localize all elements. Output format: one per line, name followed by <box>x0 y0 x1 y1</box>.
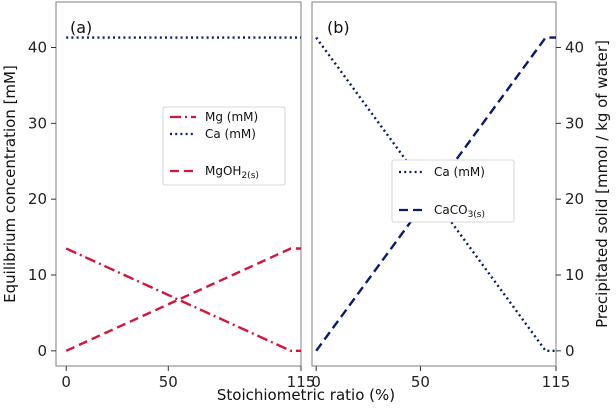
legend-b-box <box>391 159 515 223</box>
legend-b-text-caco: CaCO3(s) <box>434 203 485 220</box>
panel-a-frame <box>55 1 302 367</box>
ytick-label-right-3: 30 <box>565 114 584 132</box>
ytick-label-left-2: 20 <box>28 190 47 208</box>
panel-a-label: (a) <box>70 18 92 37</box>
legend-a-text-mgoh-sub: 2(s) <box>241 171 258 181</box>
ytick-label-right-1: 10 <box>565 266 584 284</box>
panel-b-frame <box>311 1 557 367</box>
xtick-label-b-1: 50 <box>411 373 430 391</box>
xtick-label-a-2: 115 <box>287 373 316 391</box>
y-axis-title-left: Equilibrium concentration [mM] <box>1 65 19 303</box>
x-axis-title: Stoichiometric ratio (%) <box>217 386 395 404</box>
panel-b-label: (b) <box>327 18 350 37</box>
ytick-label-left-0: 0 <box>37 342 47 360</box>
legend-a-text-mg: Mg (mM) <box>205 110 258 124</box>
series-line-b-1 <box>315 36 556 352</box>
y-axis-title-right: Precipitated solid [mmol / kg of water] <box>593 40 611 328</box>
panel-a-series <box>65 36 301 352</box>
ytick-label-right-0: 0 <box>565 342 575 360</box>
xtick-label-a-0: 0 <box>61 373 71 391</box>
legend-a-text-mgoh-main: MgOH <box>205 164 241 178</box>
series-line-a-0 <box>65 247 301 352</box>
panel-b-series <box>315 36 556 352</box>
ytick-label-left-1: 10 <box>28 266 47 284</box>
legend-a-box <box>162 106 286 186</box>
legend-b-text-caco-sub: 3(s) <box>468 210 485 220</box>
ytick-label-left-3: 30 <box>28 114 47 132</box>
panel-a-legend: Mg (mM) Ca (mM) MgOH2(s) <box>162 106 286 186</box>
panel-b-legend: Ca (mM) CaCO3(s) <box>391 159 515 223</box>
ytick-label-right-2: 20 <box>565 190 584 208</box>
xtick-label-b-0: 0 <box>311 373 321 391</box>
legend-a-text-mgoh: MgOH2(s) <box>205 164 259 181</box>
series-line-a-2 <box>65 247 301 352</box>
legend-b-text-ca: Ca (mM) <box>434 165 485 179</box>
ytick-label-right-4: 40 <box>565 39 584 57</box>
xtick-label-a-1: 50 <box>159 373 178 391</box>
legend-b-text-caco-main: CaCO <box>434 203 468 217</box>
ytick-label-left-4: 40 <box>28 39 47 57</box>
xtick-label-b-2: 115 <box>542 373 571 391</box>
legend-a-text-ca: Ca (mM) <box>205 127 256 141</box>
